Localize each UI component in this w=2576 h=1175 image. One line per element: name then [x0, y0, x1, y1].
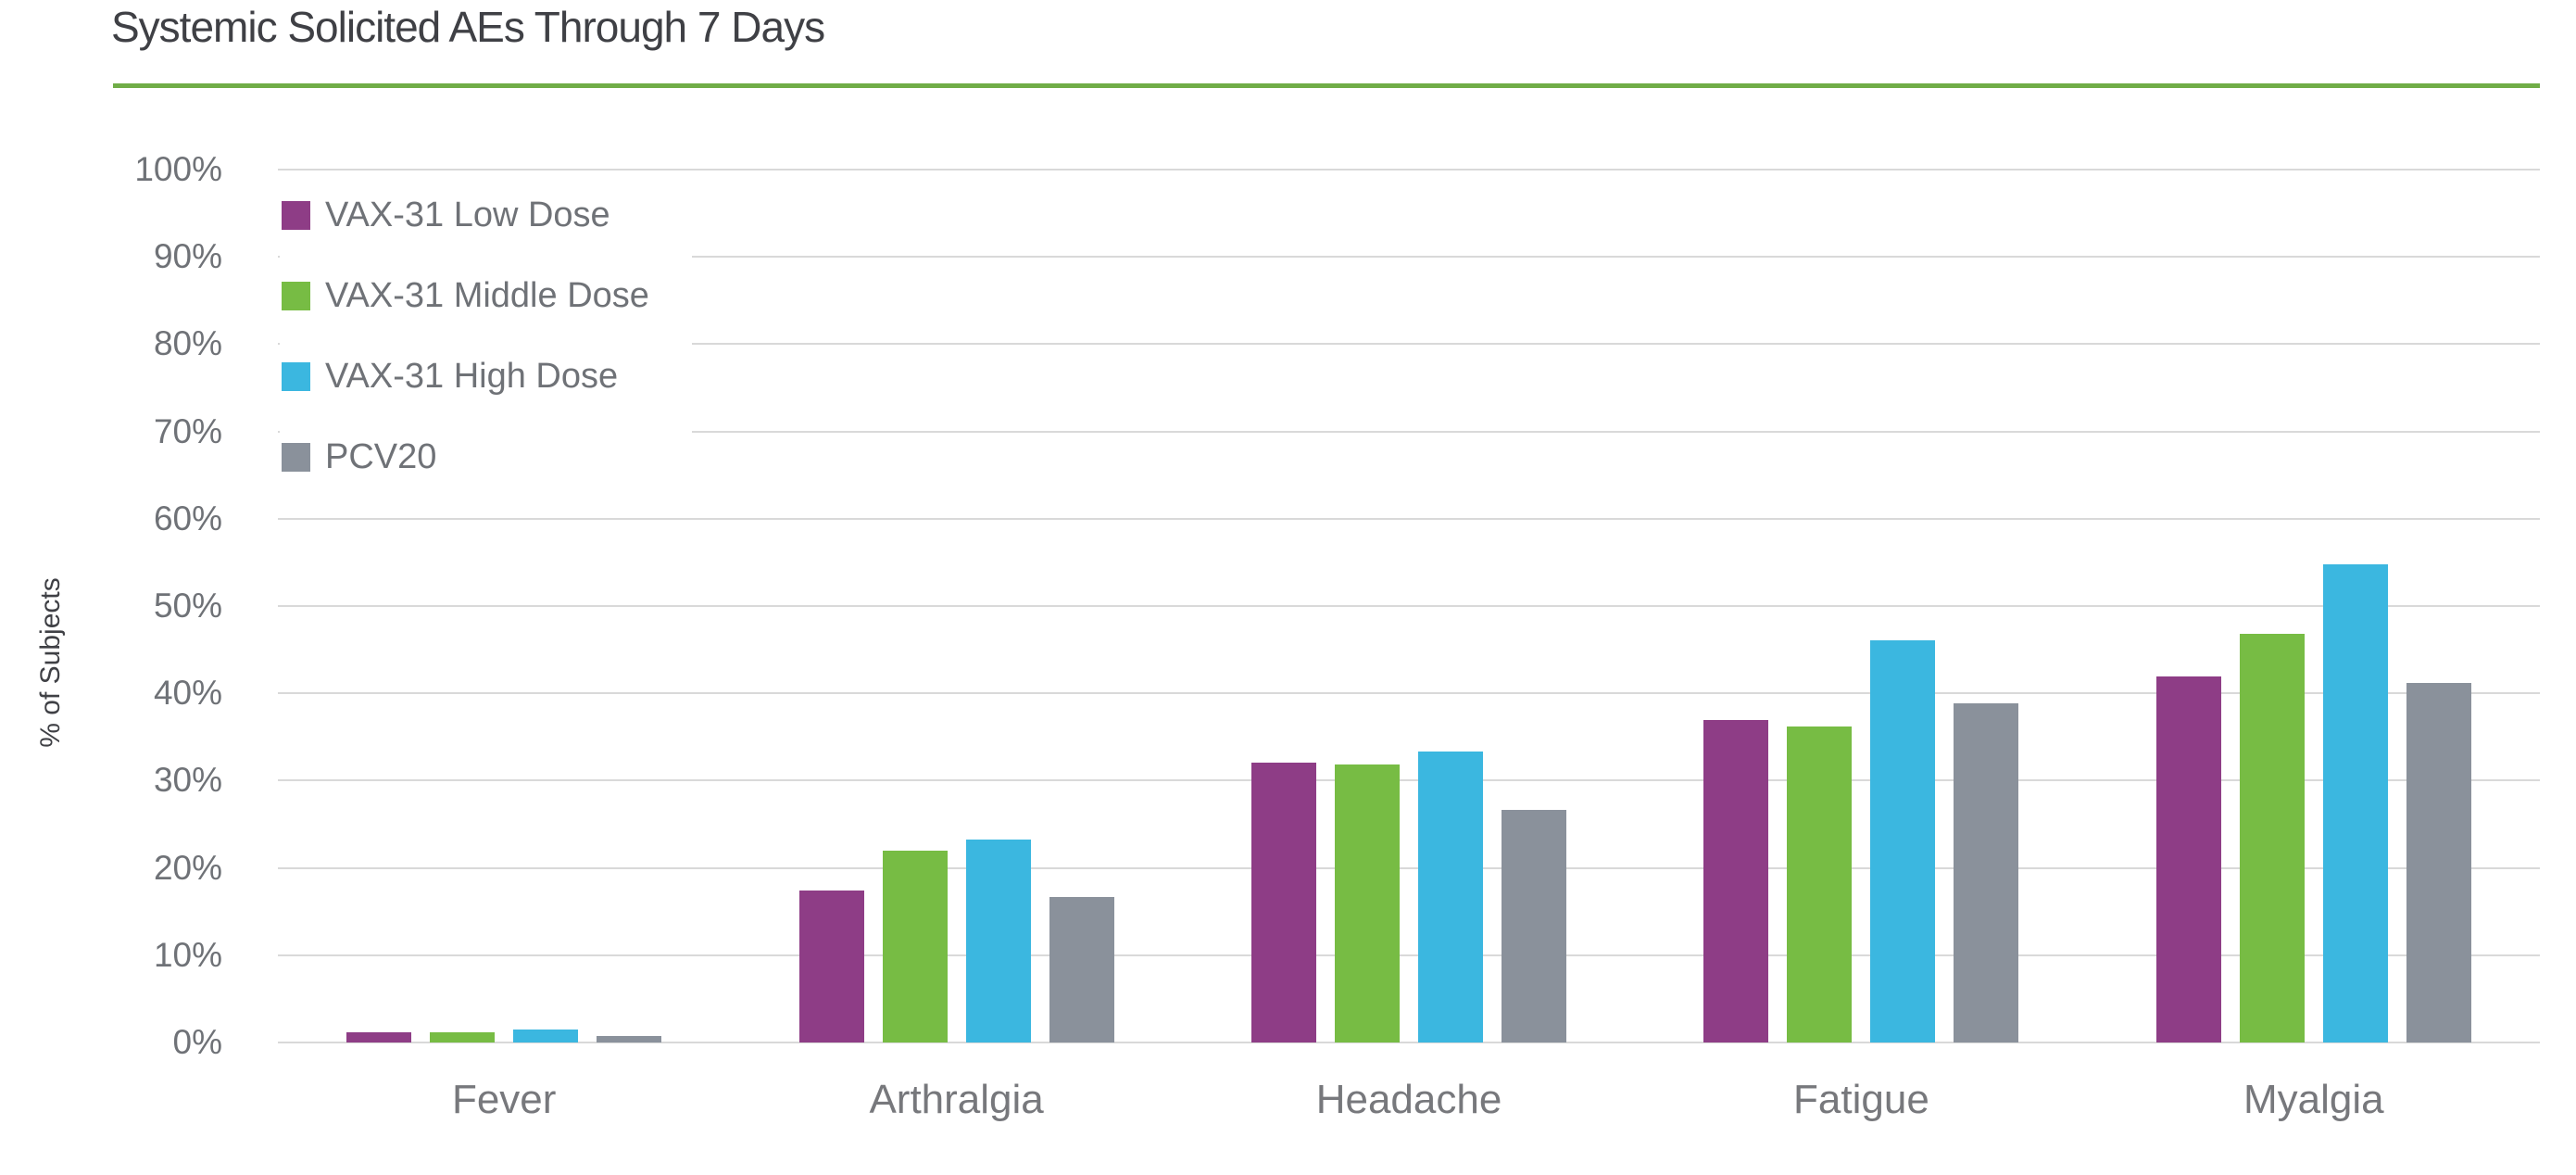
- bar-pcv20-myalgia: [2406, 682, 2471, 1042]
- gridline-80: [278, 343, 2540, 346]
- bar-vax-31-high-dose-arthralgia: [965, 839, 1031, 1042]
- y-tick-label-60: 60%: [153, 499, 222, 537]
- gridline-90: [278, 256, 2540, 259]
- gridline-100: [278, 169, 2540, 171]
- y-tick-label-70: 70%: [153, 411, 222, 450]
- gridline-30: [278, 779, 2540, 782]
- bar-vax-31-high-dose-fatigue: [1870, 639, 1936, 1042]
- gridline-40: [278, 692, 2540, 695]
- bar-pcv20-headache: [1502, 809, 1567, 1042]
- bar-group-fatigue: [1635, 170, 2087, 1042]
- y-tick-label-40: 40%: [153, 674, 222, 713]
- x-axis-label-arthralgia: Arthralgia: [869, 1077, 1044, 1122]
- legend-swatch-vax-31-middle-dose-icon: [282, 282, 310, 310]
- bar-group-arthralgia: [730, 170, 1182, 1042]
- bar-vax-31-low-dose-arthralgia: [798, 891, 864, 1042]
- bar-vax-31-low-dose-myalgia: [2155, 676, 2221, 1042]
- title-underline: [113, 83, 2540, 88]
- legend-label-vax-31-low-dose: VAX-31 Low Dose: [325, 196, 610, 234]
- legend-swatch-pcv20-icon: [282, 443, 310, 472]
- gridline-20: [278, 866, 2540, 869]
- bar-vax-31-high-dose-fever: [513, 1029, 579, 1042]
- gridline-70: [278, 430, 2540, 433]
- y-tick-label-0: 0%: [172, 1023, 222, 1061]
- bar-vax-31-middle-dose-myalgia: [2239, 634, 2305, 1042]
- bar-group-fever: [278, 170, 730, 1042]
- bar-vax-31-middle-dose-arthralgia: [882, 850, 948, 1042]
- y-tick-label-20: 20%: [153, 848, 222, 887]
- legend-swatch-vax-31-high-dose-icon: [282, 362, 310, 391]
- bar-group-myalgia: [2088, 170, 2540, 1042]
- y-axis-title: % of Subjects: [35, 577, 66, 748]
- legend: VAX-31 Low Dose VAX-31 Middle Dose VAX-31 …: [280, 192, 692, 488]
- bar-vax-31-middle-dose-fatigue: [1787, 726, 1853, 1042]
- bar-groups: [278, 170, 2540, 1042]
- x-axis-category-labels: Fever Arthralgia Headache Fatigue Myalgia: [278, 1077, 2540, 1123]
- gridline-50: [278, 605, 2540, 607]
- legend-swatch-vax-31-low-dose-icon: [282, 201, 310, 230]
- legend-label-vax-31-high-dose: VAX-31 High Dose: [325, 357, 619, 396]
- plot-area: VAX-31 Low Dose VAX-31 Middle Dose VAX-31 …: [278, 169, 2540, 1043]
- bar-vax-31-middle-dose-fever: [430, 1031, 496, 1042]
- bar-vax-31-middle-dose-headache: [1335, 764, 1401, 1042]
- y-tick-label-90: 90%: [153, 237, 222, 276]
- gridline-0: [278, 1042, 2540, 1043]
- chart-title: Systemic Solicited AEs Through 7 Days: [111, 3, 825, 51]
- x-axis-label-fever: Fever: [451, 1077, 557, 1122]
- gridline-10: [278, 954, 2540, 956]
- legend-item-pcv20: PCV20: [282, 437, 649, 477]
- legend-label-pcv20: PCV20: [325, 437, 437, 476]
- y-axis-tick-labels: 0% 10% 20% 30% 40% 50% 60% 70% 80% 90% 100%: [65, 150, 222, 1061]
- bar-pcv20-fever: [597, 1036, 662, 1042]
- bar-vax-31-low-dose-fatigue: [1703, 720, 1769, 1042]
- x-axis-label-headache: Headache: [1315, 1077, 1502, 1122]
- legend-item-vax-31-low-dose: VAX-31 Low Dose: [282, 196, 649, 235]
- y-tick-label-30: 30%: [153, 761, 222, 800]
- bar-pcv20-fatigue: [1954, 702, 2019, 1042]
- gridline-60: [278, 517, 2540, 520]
- legend-item-vax-31-high-dose: VAX-31 High Dose: [282, 357, 649, 397]
- y-tick-label-100: 100%: [134, 150, 222, 188]
- bar-vax-31-low-dose-headache: [1251, 762, 1317, 1042]
- bar-group-headache: [1183, 170, 1635, 1042]
- y-tick-label-10: 10%: [153, 935, 222, 974]
- bar-vax-31-high-dose-myalgia: [2322, 563, 2388, 1042]
- legend-item-vax-31-middle-dose: VAX-31 Middle Dose: [282, 276, 649, 316]
- bar-vax-31-low-dose-fever: [346, 1031, 412, 1042]
- x-axis-label-fatigue: Fatigue: [1793, 1077, 1929, 1122]
- x-axis-label-myalgia: Myalgia: [2243, 1077, 2384, 1122]
- bar-vax-31-high-dose-headache: [1418, 752, 1484, 1042]
- y-tick-label-50: 50%: [153, 587, 222, 625]
- y-tick-label-80: 80%: [153, 324, 222, 363]
- legend-label-vax-31-middle-dose: VAX-31 Middle Dose: [325, 276, 649, 315]
- bar-pcv20-arthralgia: [1049, 896, 1114, 1042]
